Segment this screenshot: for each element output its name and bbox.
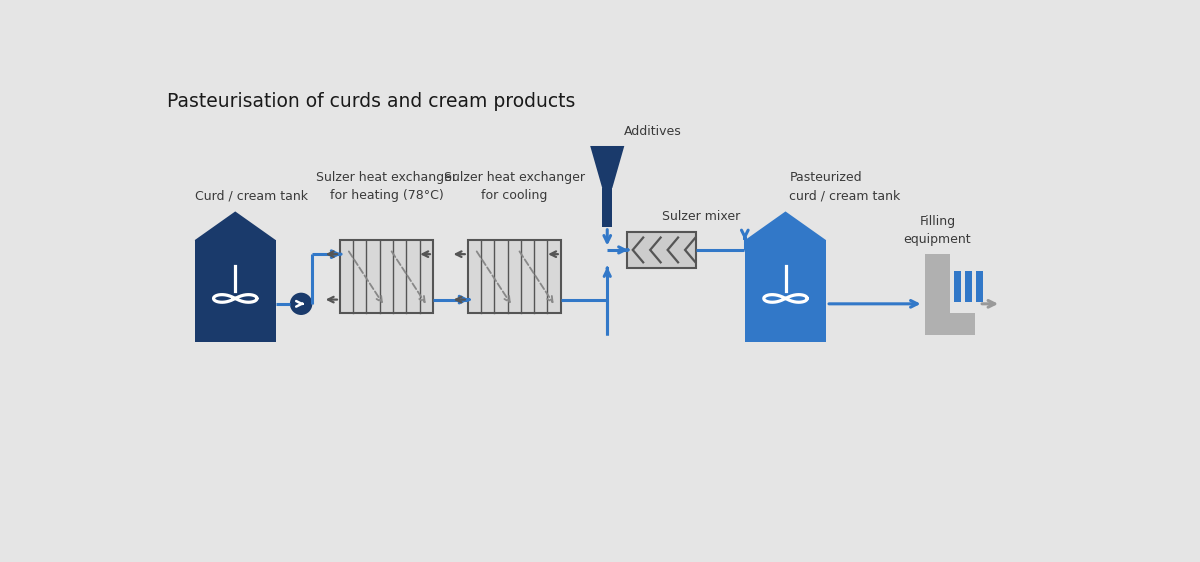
Text: Curd / cream tank: Curd / cream tank (194, 189, 308, 202)
Circle shape (290, 293, 312, 315)
Text: Additives: Additives (624, 125, 682, 138)
Text: Sulzer heat exchanger
for heating (78°C): Sulzer heat exchanger for heating (78°C) (316, 171, 457, 202)
FancyBboxPatch shape (602, 188, 612, 227)
Text: Sulzer heat exchanger
for cooling: Sulzer heat exchanger for cooling (444, 171, 584, 202)
Text: Pasteurized
curd / cream tank: Pasteurized curd / cream tank (790, 171, 901, 202)
Polygon shape (590, 146, 624, 188)
FancyBboxPatch shape (954, 271, 961, 302)
FancyBboxPatch shape (626, 232, 696, 268)
Text: Sulzer mixer: Sulzer mixer (661, 210, 739, 223)
Polygon shape (745, 211, 826, 240)
FancyBboxPatch shape (925, 313, 976, 334)
FancyBboxPatch shape (194, 240, 276, 342)
FancyBboxPatch shape (925, 254, 950, 334)
FancyBboxPatch shape (468, 241, 560, 314)
FancyBboxPatch shape (745, 240, 826, 342)
FancyBboxPatch shape (340, 241, 433, 314)
FancyBboxPatch shape (976, 271, 983, 302)
Text: Pasteurisation of curds and cream products: Pasteurisation of curds and cream produc… (167, 92, 576, 111)
Text: Filling
equipment: Filling equipment (904, 215, 971, 246)
Polygon shape (194, 211, 276, 240)
FancyBboxPatch shape (965, 271, 972, 302)
